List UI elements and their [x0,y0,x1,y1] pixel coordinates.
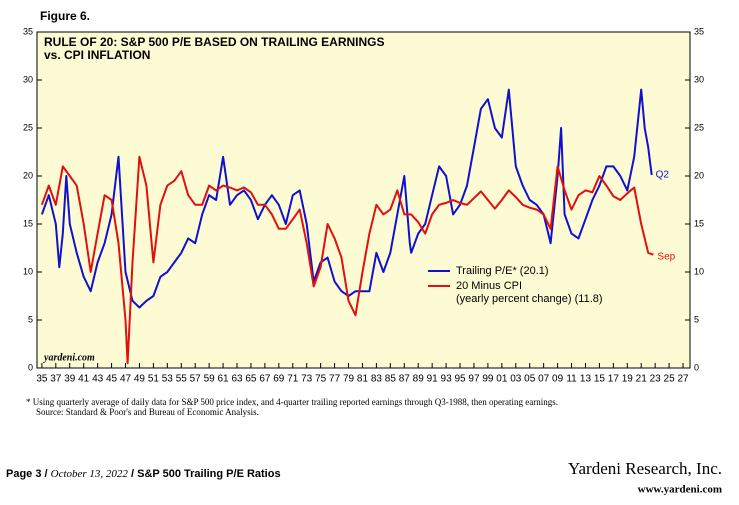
x-tick-label: 93 [441,374,453,385]
x-tick-label: 51 [148,374,160,385]
y-tick-label: 30 [23,74,33,84]
footer-date: October 13, 2022 [51,468,129,480]
footnote: Source: Standard & Poor's and Bureau of … [36,407,259,417]
x-tick-label: 65 [245,374,257,385]
x-tick-label: 45 [106,374,118,385]
y2-tick-label: 35 [694,26,704,36]
footer-company: Yardeni Research, Inc. [568,459,722,478]
end-label: Sep [657,251,675,262]
x-tick-label: 35 [36,374,48,385]
legend-label: (yearly percent change) (11.8) [456,293,603,305]
watermark: yardeni.com [43,352,95,363]
y-tick-label: 5 [28,314,33,324]
x-tick-label: 47 [120,374,132,385]
x-tick-label: 43 [92,374,104,385]
x-tick-label: 61 [218,374,230,385]
x-tick-label: 53 [162,374,174,385]
x-tick-label: 99 [482,374,494,385]
x-tick-label: 87 [399,374,411,385]
x-tick-label: 71 [287,374,299,385]
x-tick-label: 95 [454,374,466,385]
y-tick-label: 15 [23,218,33,228]
y2-tick-label: 10 [694,266,704,276]
series-line [40,155,654,365]
footer-topic: / S&P 500 Trailing P/E Ratios [131,468,281,480]
x-tick-label: 27 [677,374,689,385]
y2-tick-label: 5 [694,314,699,324]
legend-label: 20 Minus CPI [456,280,522,292]
x-tick-label: 83 [371,374,383,385]
x-tick-label: 07 [538,374,550,385]
x-tick-label: 63 [231,374,243,385]
y-tick-label: 0 [28,362,33,372]
end-label: Q2 [656,170,670,181]
footer-page: Page 3 / [6,468,48,480]
x-tick-label: 97 [468,374,480,385]
chart-title: RULE OF 20: S&P 500 P/E BASED ON TRAILIN… [44,35,385,49]
x-tick-label: 41 [78,374,90,385]
x-tick-label: 91 [427,374,439,385]
x-tick-label: 73 [301,374,313,385]
plot-area [36,31,691,369]
x-tick-label: 15 [594,374,606,385]
x-tick-label: 59 [204,374,216,385]
x-tick-label: 37 [50,374,62,385]
x-tick-label: 21 [636,374,648,385]
x-tick-label: 89 [413,374,425,385]
x-tick-label: 57 [190,374,202,385]
y2-tick-label: 30 [694,74,704,84]
legend-label: Trailing P/E* (20.1) [456,265,549,277]
x-tick-label: 19 [622,374,634,385]
x-tick-label: 23 [650,374,662,385]
x-tick-label: 77 [329,374,341,385]
x-tick-label: 01 [496,374,508,385]
y2-tick-label: 25 [694,122,704,132]
figure-label: Figure 6. [40,9,90,23]
y-tick-label: 10 [23,266,33,276]
y-tick-label: 25 [23,122,33,132]
x-tick-label: 09 [552,374,564,385]
x-tick-label: 79 [343,374,355,385]
x-tick-label: 81 [357,374,369,385]
x-tick-label: 55 [176,374,188,385]
footer-left: Page 3 / October 13, 2022 / S&P 500 Trai… [6,468,281,480]
x-tick-label: 13 [580,374,592,385]
x-tick-label: 85 [385,374,397,385]
x-tick-label: 69 [273,374,285,385]
x-tick-label: 05 [524,374,536,385]
y-tick-label: 20 [23,170,33,180]
x-tick-label: 49 [134,374,146,385]
y2-tick-label: 0 [694,362,699,372]
chart-title: vs. CPI INFLATION [44,48,150,62]
x-tick-label: 11 [566,374,577,385]
x-tick-label: 75 [315,374,327,385]
y2-tick-label: 15 [694,218,704,228]
footer-url: www.yardeni.com [638,484,722,496]
x-tick-label: 39 [64,374,76,385]
x-tick-label: 67 [259,374,271,385]
x-tick-label: 25 [664,374,676,385]
x-tick-label: 03 [510,374,522,385]
y-tick-label: 35 [23,26,33,36]
footnote: * Using quarterly average of daily data … [26,397,558,407]
y2-tick-label: 20 [694,170,704,180]
x-tick-label: 17 [608,374,620,385]
